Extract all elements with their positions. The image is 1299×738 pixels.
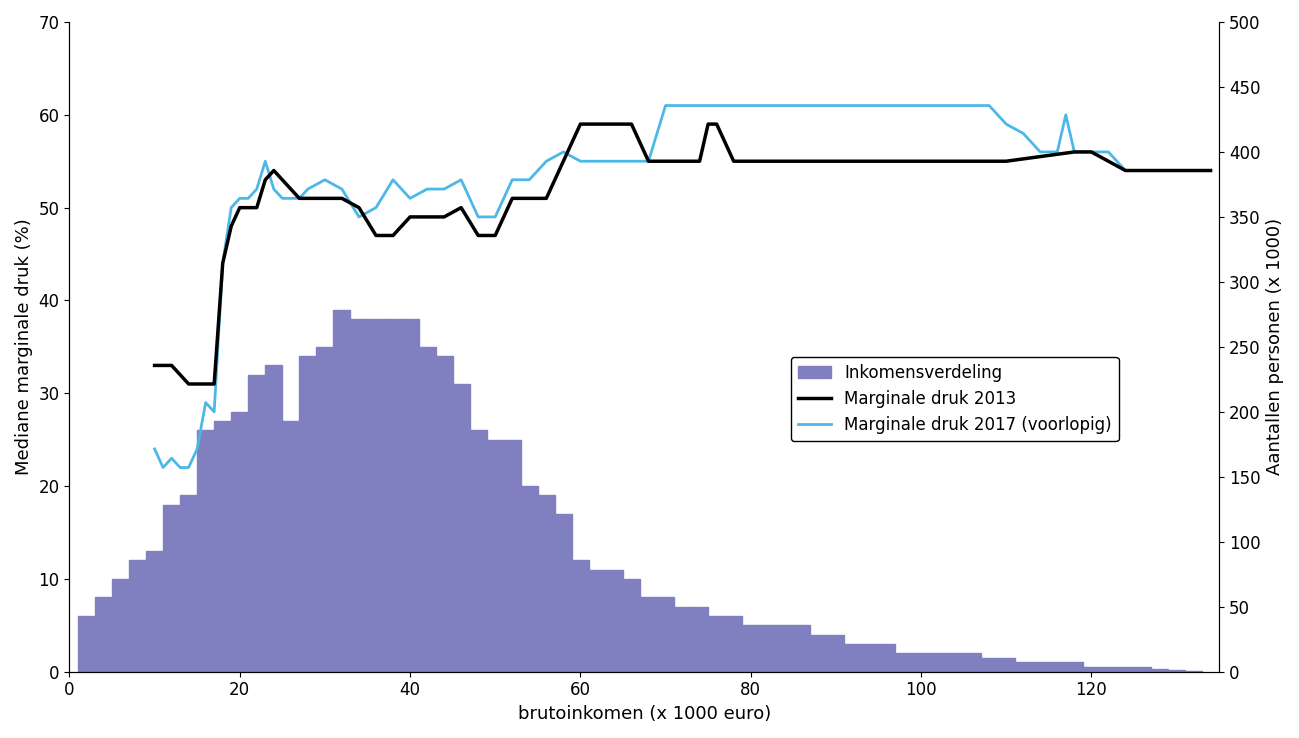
Bar	[248, 375, 265, 672]
Bar	[470, 430, 487, 672]
Bar	[299, 356, 317, 672]
Bar	[504, 440, 521, 672]
Bar	[794, 625, 811, 672]
Bar	[1168, 670, 1185, 672]
Bar	[640, 598, 657, 672]
Bar	[1083, 667, 1100, 672]
Bar	[708, 616, 725, 672]
Bar	[197, 430, 214, 672]
Bar	[78, 616, 95, 672]
Bar	[827, 635, 844, 672]
X-axis label: brutoinkomen (x 1000 euro): brutoinkomen (x 1000 euro)	[517, 705, 770, 723]
Bar	[317, 347, 334, 672]
Bar	[605, 570, 624, 672]
Bar	[861, 644, 878, 672]
Bar	[368, 319, 385, 672]
Bar	[418, 347, 435, 672]
Legend: Inkomensverdeling, Marginale druk 2013, Marginale druk 2017 (voorlopig): Inkomensverdeling, Marginale druk 2013, …	[791, 357, 1118, 441]
Bar	[964, 653, 981, 672]
Bar	[624, 579, 640, 672]
Bar	[555, 514, 572, 672]
Bar	[1117, 667, 1134, 672]
Bar	[435, 356, 452, 672]
Bar	[538, 495, 555, 672]
Y-axis label: Aantallen personen (x 1000): Aantallen personen (x 1000)	[1267, 218, 1283, 475]
Bar	[1134, 667, 1151, 672]
Bar	[95, 598, 112, 672]
Bar	[998, 658, 1015, 672]
Bar	[164, 505, 181, 672]
Bar	[521, 486, 538, 672]
Bar	[265, 365, 282, 672]
Bar	[691, 607, 708, 672]
Bar	[351, 319, 368, 672]
Bar	[385, 319, 401, 672]
Bar	[811, 635, 827, 672]
Bar	[1031, 663, 1048, 672]
Bar	[452, 384, 470, 672]
Bar	[777, 625, 794, 672]
Bar	[895, 653, 912, 672]
Bar	[1185, 671, 1202, 672]
Bar	[742, 625, 759, 672]
Bar	[112, 579, 129, 672]
Bar	[334, 310, 351, 672]
Bar	[981, 658, 998, 672]
Bar	[1100, 667, 1117, 672]
Bar	[657, 598, 674, 672]
Bar	[401, 319, 418, 672]
Bar	[1065, 663, 1083, 672]
Bar	[181, 495, 197, 672]
Bar	[912, 653, 930, 672]
Bar	[725, 616, 742, 672]
Bar	[759, 625, 777, 672]
Bar	[1151, 669, 1168, 672]
Bar	[844, 644, 861, 672]
Bar	[1015, 663, 1031, 672]
Bar	[947, 653, 964, 672]
Bar	[282, 421, 299, 672]
Bar	[129, 560, 145, 672]
Bar	[214, 421, 231, 672]
Bar	[572, 560, 588, 672]
Bar	[588, 570, 605, 672]
Bar	[487, 440, 504, 672]
Bar	[878, 644, 895, 672]
Y-axis label: Mediane marginale druk (%): Mediane marginale druk (%)	[16, 218, 32, 475]
Bar	[231, 412, 248, 672]
Bar	[1048, 663, 1065, 672]
Bar	[930, 653, 947, 672]
Bar	[145, 551, 164, 672]
Bar	[674, 607, 691, 672]
